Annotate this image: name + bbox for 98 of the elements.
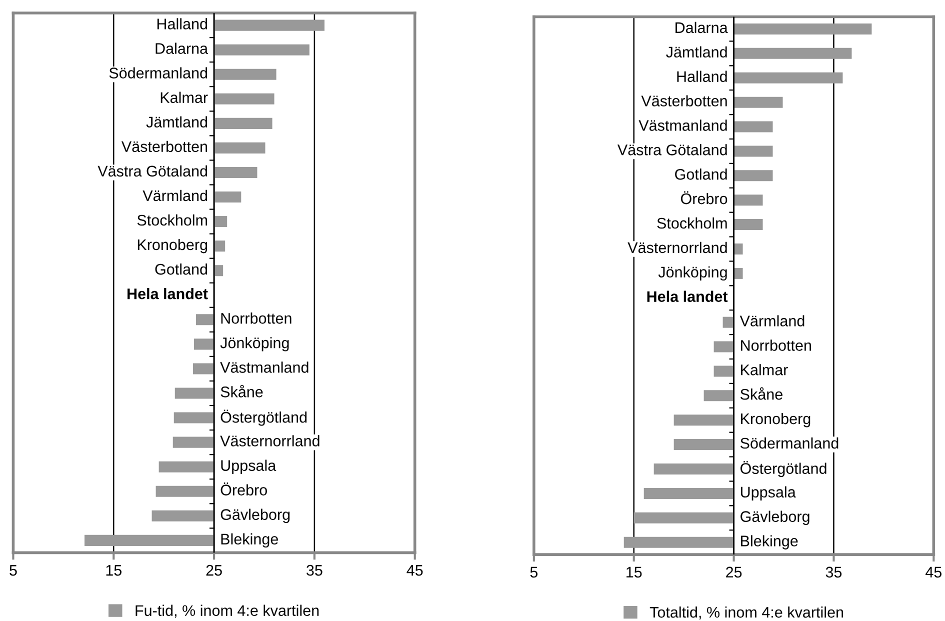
y-tick-label: Örebro	[220, 482, 267, 496]
bar	[192, 363, 214, 374]
bar	[734, 219, 763, 230]
bar	[734, 268, 743, 279]
bar	[84, 534, 214, 546]
y-tick-label: Värmland	[142, 190, 208, 202]
y-tick-label: Gotland	[675, 168, 727, 180]
y-tick-label: Norrbotten	[221, 312, 292, 324]
y-tick-label: Västra Götaland	[98, 165, 208, 177]
y-tick-label: Dalarna	[156, 42, 208, 54]
x-tick-label: 5	[530, 566, 538, 578]
bar	[174, 388, 214, 399]
y-tick-label: Blekinge	[221, 533, 278, 548]
y-tick-label: Södermanland	[109, 67, 208, 78]
y-tick-label: Stockholm	[137, 214, 208, 226]
bar	[734, 72, 843, 84]
bar	[214, 166, 258, 178]
bar	[214, 265, 224, 276]
bar	[734, 170, 773, 182]
y-tick-label: Jönköping	[658, 266, 727, 281]
bar	[734, 243, 743, 254]
bar	[734, 121, 773, 132]
y-tick-label: Uppsala	[221, 460, 276, 474]
x-tick-label: 5	[10, 565, 17, 576]
bar	[734, 23, 872, 34]
y-tick-label: Västernorrland	[628, 242, 727, 254]
bar	[194, 338, 214, 350]
bar	[214, 93, 274, 104]
legend-label: Totaltid, % inom 4:e kvartilen	[650, 606, 844, 620]
y-tick-label: Skåne	[740, 387, 782, 400]
y-tick-label: Västerbotten	[121, 140, 208, 152]
y-tick-label: Västerbotten	[641, 95, 727, 106]
bar	[734, 96, 783, 108]
bar	[654, 463, 734, 474]
bar	[674, 439, 734, 450]
y-tick-label: Stockholm	[657, 217, 727, 229]
y-tick-label: Skåne	[220, 384, 263, 398]
bar	[634, 512, 734, 524]
bar	[704, 390, 734, 402]
bar	[214, 191, 242, 203]
bar	[214, 142, 266, 154]
x-tick-label: 45	[926, 566, 942, 578]
y-tick-label: Västmanland	[638, 120, 727, 131]
y-tick-label: Östergötland	[220, 410, 307, 426]
y-tick-label: Kalmar	[741, 364, 788, 376]
y-tick-label: Värmland	[740, 315, 804, 326]
y-tick-label: Östergötland	[740, 461, 826, 477]
y-tick-label: Norrbotten	[741, 340, 811, 351]
bar	[158, 461, 214, 472]
x-tick-label: 15	[626, 566, 642, 578]
y-tick-label: Västmanland	[220, 362, 308, 373]
legend-label: Fu-tid, % inom 4:e kvartilen	[136, 604, 319, 618]
y-tick-label: Gotland	[155, 263, 208, 275]
x-tick-label: 35	[306, 564, 322, 576]
y-tick-label: Gävleborg	[220, 508, 290, 524]
y-tick-label: Hela landet	[647, 290, 728, 302]
bar	[714, 366, 734, 377]
bar	[214, 20, 324, 31]
bar	[734, 48, 852, 59]
bar	[156, 486, 214, 497]
x-tick-label: 25	[206, 564, 222, 576]
y-tick-label: Kronoberg	[741, 412, 810, 428]
bar	[734, 146, 773, 157]
y-tick-label: Blekinge	[741, 535, 798, 550]
y-tick-label: Jämtland	[146, 116, 208, 128]
y-tick-label: Halland	[677, 70, 727, 82]
bar	[644, 488, 734, 499]
bar	[214, 216, 228, 228]
x-tick-label: 25	[726, 566, 742, 578]
bar	[196, 314, 214, 326]
bar	[214, 68, 276, 80]
bar	[174, 412, 214, 424]
x-tick-label: 45	[406, 565, 423, 576]
bar	[734, 194, 763, 206]
y-tick-label: Kronoberg	[138, 238, 208, 254]
y-tick-label: Södermanland	[740, 437, 838, 449]
x-tick-label: 15	[106, 565, 122, 576]
bar	[214, 118, 272, 129]
y-tick-label: Halland	[157, 18, 208, 30]
y-tick-label: Dalarna	[676, 22, 728, 34]
y-tick-label: Uppsala	[740, 486, 796, 501]
y-tick-label: Örebro	[680, 191, 728, 204]
bar	[214, 44, 310, 56]
bar	[714, 341, 734, 352]
bar	[674, 414, 734, 426]
y-tick-label: Västra Götaland	[617, 144, 727, 156]
y-tick-label: Hela landet	[128, 288, 208, 300]
y-tick-label: Gävleborg	[740, 510, 810, 526]
y-tick-label: Jämtland	[666, 46, 727, 58]
bar	[214, 240, 226, 252]
x-tick-label: 35	[826, 566, 842, 578]
bar	[624, 536, 734, 548]
bar	[722, 316, 734, 328]
bar	[152, 510, 214, 522]
bar	[172, 436, 214, 448]
y-tick-label: Jönköping	[220, 337, 289, 352]
y-tick-label: Västernorrland	[220, 435, 320, 446]
y-tick-label: Kalmar	[160, 92, 208, 103]
